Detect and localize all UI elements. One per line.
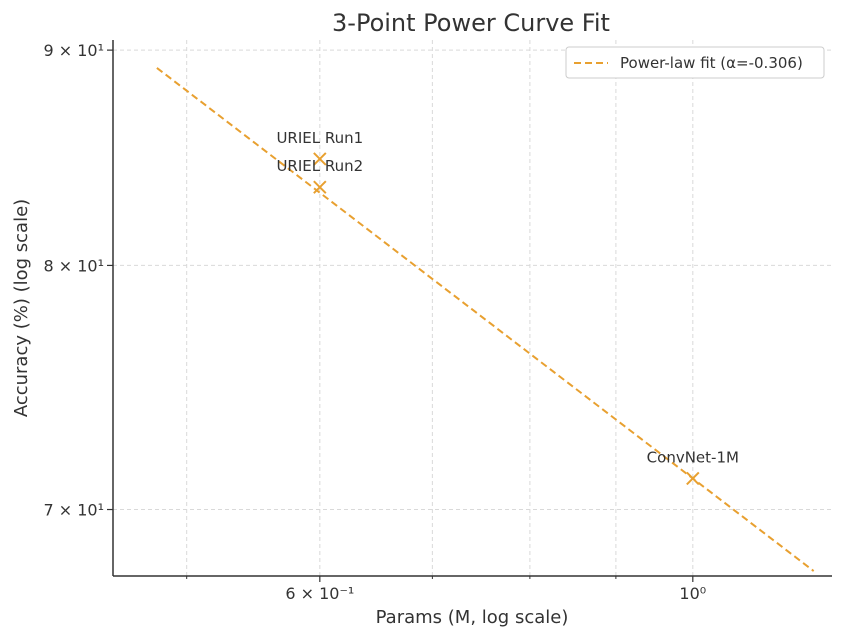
- grid: [113, 40, 832, 576]
- data-point: [313, 152, 327, 166]
- y-tick-label: 8 × 10¹: [43, 256, 104, 275]
- point-marker-stroke: [313, 180, 327, 194]
- point-label: URIEL Run2: [276, 157, 363, 175]
- y-axis-label: Accuracy (%) (log scale): [11, 199, 32, 417]
- chart-title: 3-Point Power Curve Fit: [332, 9, 610, 37]
- point-label: ConvNet-1M: [647, 448, 739, 466]
- data-point: [313, 180, 327, 194]
- legend-fit-label: Power-law fit (α=-0.306): [620, 54, 803, 72]
- fit-line: [156, 67, 815, 572]
- ticks: 6 × 10⁻¹ 10⁰ 7 × 10¹ 8 × 10¹ 9 × 10¹: [43, 41, 706, 603]
- y-tick-label: 7 × 10¹: [43, 501, 104, 520]
- fit-line-group: [156, 67, 815, 572]
- x-tick-label: 10⁰: [679, 584, 706, 603]
- legend: Power-law fit (α=-0.306): [565, 46, 825, 79]
- x-axis-label: Params (M, log scale): [376, 607, 569, 628]
- data-points: URIEL Run1 URIEL Run2 ConvNet-1M: [276, 129, 739, 486]
- x-tick-label: 6 × 10⁻¹: [285, 584, 354, 603]
- point-marker-stroke: [686, 471, 700, 486]
- legend-box: [565, 46, 825, 79]
- point-label: URIEL Run1: [276, 129, 363, 147]
- y-tick-label: 9 × 10¹: [43, 41, 104, 60]
- point-marker-stroke: [313, 152, 327, 166]
- data-point: [686, 471, 700, 486]
